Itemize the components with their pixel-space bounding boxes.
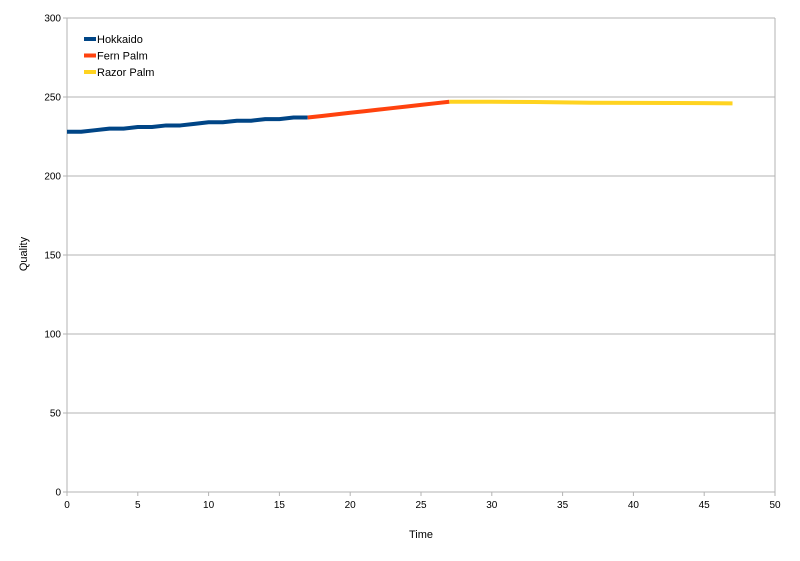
legend-label: Hokkaido bbox=[97, 34, 143, 46]
legend: Hokkaido Fern Palm Razor Palm bbox=[84, 34, 154, 79]
x-tick-label: 0 bbox=[64, 500, 70, 511]
y-tick-label: 0 bbox=[55, 488, 61, 499]
legend-label: Fern Palm bbox=[97, 51, 148, 63]
x-tick-label: 15 bbox=[274, 500, 286, 511]
series-line-razor-palm bbox=[449, 99, 733, 106]
x-tick-label: 5 bbox=[135, 500, 141, 511]
x-tick-label: 10 bbox=[203, 500, 215, 511]
series-line-hokkaido bbox=[67, 115, 308, 134]
y-tick-label: 250 bbox=[44, 93, 61, 104]
x-tick-label: 20 bbox=[345, 500, 357, 511]
x-tick-label: 30 bbox=[486, 500, 498, 511]
y-tick-label: 100 bbox=[44, 330, 61, 341]
x-tick-label: 25 bbox=[415, 500, 427, 511]
series-line-fern-palm bbox=[307, 99, 450, 120]
y-tick-label: 200 bbox=[44, 172, 61, 183]
legend-label: Razor Palm bbox=[97, 67, 154, 79]
tick-labels: 0 50 100 150 200 250 300 0 5 10 15 20 25 30 35 40 45 50 bbox=[44, 14, 781, 512]
x-tick-label: 50 bbox=[769, 500, 781, 511]
grid-lines bbox=[67, 17, 775, 493]
x-axis-title: Time bbox=[409, 529, 433, 541]
y-axis-title: Quality bbox=[18, 236, 30, 271]
x-tick-label: 45 bbox=[699, 500, 711, 511]
y-tick-label: 150 bbox=[44, 251, 61, 262]
series-lines bbox=[67, 99, 733, 134]
x-tick-label: 40 bbox=[628, 500, 640, 511]
y-tick-label: 300 bbox=[44, 14, 61, 25]
x-tick-label: 35 bbox=[557, 500, 569, 511]
y-tick-label: 50 bbox=[50, 409, 62, 420]
axes bbox=[63, 17, 776, 496]
